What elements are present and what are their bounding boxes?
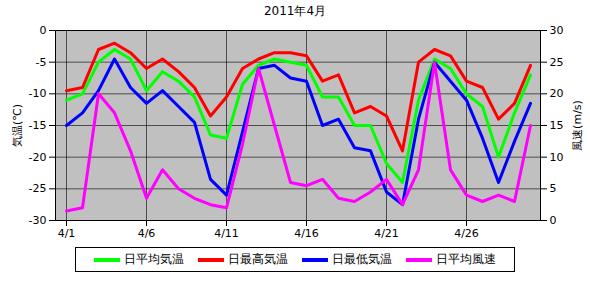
html-text:日最低気温: 日最低気温: [332, 252, 392, 266]
html-text:日平均風速: 日平均風速: [436, 252, 496, 266]
svg-text:4/11: 4/11: [214, 227, 239, 240]
svg-text:10: 10: [550, 151, 564, 164]
svg-text:気温(℃): 気温(℃): [11, 104, 24, 147]
svg-text:4/26: 4/26: [454, 227, 479, 240]
svg-text:-30: -30: [29, 214, 47, 227]
svg-text:0: 0: [550, 214, 557, 227]
svg-text:0: 0: [40, 24, 47, 37]
html-text:2011年4月: 2011年4月: [263, 4, 327, 18]
svg-text:4/16: 4/16: [294, 227, 319, 240]
svg-text:-10: -10: [29, 87, 47, 100]
svg-text:4/6: 4/6: [138, 227, 156, 240]
svg-text:30: 30: [550, 24, 564, 37]
svg-text:-20: -20: [29, 151, 47, 164]
svg-text:-15: -15: [29, 119, 47, 132]
svg-text:20: 20: [550, 87, 564, 100]
html-text:日平均気温: 日平均気温: [124, 252, 184, 266]
svg-text:-5: -5: [36, 56, 47, 69]
html-text:日最高気温: 日最高気温: [228, 252, 288, 266]
svg-text:風速(m/s): 風速(m/s): [571, 100, 584, 151]
svg-text:5: 5: [550, 182, 557, 195]
svg-text:-25: -25: [29, 182, 47, 195]
svg-text:25: 25: [550, 56, 564, 69]
svg-text:4/21: 4/21: [374, 227, 399, 240]
svg-text:15: 15: [550, 119, 564, 132]
svg-text:4/1: 4/1: [58, 227, 76, 240]
